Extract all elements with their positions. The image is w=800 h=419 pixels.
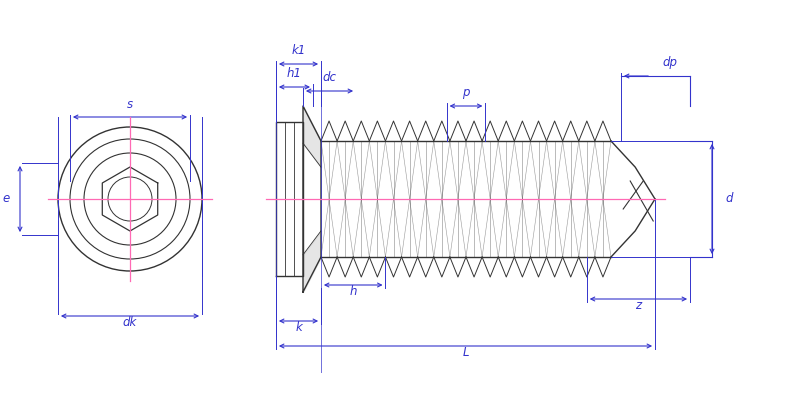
Text: e: e [2,192,10,205]
Text: h1: h1 [287,67,302,80]
Text: h: h [350,285,357,298]
Text: k: k [295,321,302,334]
Text: dk: dk [123,316,137,329]
Text: s: s [127,98,133,111]
Text: L: L [462,346,469,359]
Text: dc: dc [322,71,337,84]
Text: k1: k1 [291,44,306,57]
Text: z: z [635,299,642,312]
Text: dp: dp [662,56,678,69]
Text: p: p [462,86,470,99]
Text: d: d [725,192,733,205]
